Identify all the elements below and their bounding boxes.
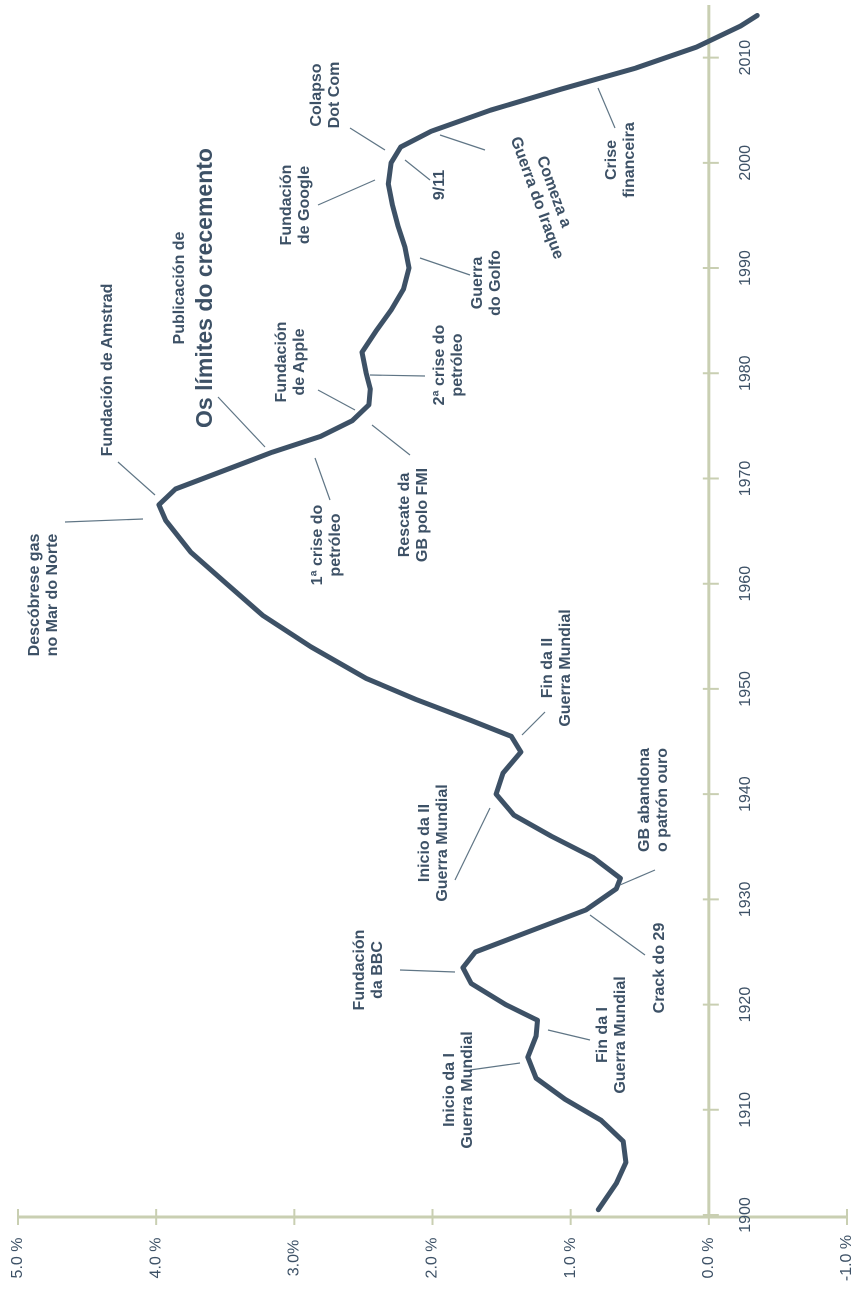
annotation-text: Publicación de [171, 231, 188, 344]
annotation-text: da BBC [369, 941, 386, 999]
annotation-text: do Golfo [487, 250, 504, 316]
leader-line [404, 159, 431, 181]
leader-line [371, 424, 411, 456]
year-tick-label: 1930 [737, 881, 754, 917]
annotation-text: Guerra Mundial [459, 1031, 476, 1148]
annotation-text: Fundación [273, 322, 290, 403]
annotation: Descóbrese gas no Mar do Norte [26, 534, 61, 657]
annotation-text: petróleo [449, 333, 466, 396]
annotation: Fin da I Guerra Mundial [594, 976, 629, 1093]
annotation-text: Fundación [351, 930, 368, 1011]
annotation: Fin da II Guerra Mundial [539, 609, 574, 726]
leader-line [217, 396, 266, 448]
annotation-text: de Apple [291, 328, 308, 395]
annotation: Fundación de Amstrad [99, 284, 116, 457]
annotation: Rescate da GB polo FMI [396, 468, 431, 562]
annotation-text: Colapso [308, 63, 325, 126]
annotation-text: Os límites do crecemento [191, 148, 217, 428]
annotation: Fundación de Apple [273, 322, 308, 403]
annotation: Publicación de Os límites do crecemento [171, 148, 217, 428]
annotation-text: 2ª crise do [431, 324, 448, 405]
annotation-text: 1ª crise do [309, 504, 326, 585]
annotation: Inicio da II Guerra Mundial [416, 784, 451, 901]
value-tick-label: 0.0 % [700, 1238, 717, 1279]
year-tick-label: 2010 [737, 40, 754, 76]
leader-line [454, 807, 491, 881]
year-tick-label: 1970 [737, 461, 754, 497]
annotation-text: Rescate da [396, 473, 413, 558]
leader-line [619, 869, 656, 886]
annotation: Crise financeira [603, 122, 638, 198]
annotation-text: Inicio da II [416, 804, 433, 882]
annotation-text: financeira [621, 122, 638, 198]
annotation-text: Dot Com [326, 62, 343, 129]
annotation: Fundación de Google [278, 165, 313, 246]
leader-line [64, 518, 144, 523]
annotation: GB abandona o patrón ouro [636, 748, 671, 852]
year-tick-label: 1900 [737, 1197, 754, 1233]
annotation-text: no Mar do Norte [44, 534, 61, 657]
annotation: Fundación da BBC [351, 930, 386, 1011]
annotation: 9/11 [431, 170, 448, 200]
annotation-text: o patrón ouro [654, 748, 671, 852]
annotation-text: Descóbrese gas [26, 534, 43, 657]
year-tick-label: 1940 [737, 776, 754, 812]
annotation: Guerra do Golfo [469, 250, 504, 316]
annotation-text: Inicio da I [441, 1053, 458, 1127]
leader-line [349, 127, 386, 151]
leader-line [314, 457, 331, 501]
year-tick-label: 1950 [737, 671, 754, 707]
year-tick-label: 1990 [737, 250, 754, 286]
annotation: Inicio da I Guerra Mundial [441, 1031, 476, 1148]
year-tick-label: 1910 [737, 1092, 754, 1128]
year-tick-label: 1920 [737, 987, 754, 1023]
leader-line [117, 461, 156, 496]
leader-line [317, 389, 356, 411]
value-tick-label: 2.0 % [424, 1238, 441, 1279]
annotation-text: Fundación de Amstrad [99, 284, 116, 457]
annotation-text: Guerra Mundial [434, 784, 451, 901]
value-tick-label: 3.0% [286, 1240, 303, 1276]
leader-line [547, 1029, 591, 1041]
leader-line [439, 134, 486, 151]
leader-line [419, 257, 471, 276]
value-tick-label: 4.0 % [147, 1238, 164, 1279]
annotation-text: Guerra Mundial [612, 976, 629, 1093]
annotation-text: Guerra [469, 257, 486, 310]
annotation: Crack do 29 [651, 923, 668, 1014]
value-tick-label: 1.0 % [562, 1238, 579, 1279]
year-tick-label: 1960 [737, 566, 754, 602]
annotation-text: Crack do 29 [651, 923, 668, 1014]
annotation: 1ª crise do petróleo [309, 504, 344, 585]
annotation-text: Fundación [278, 165, 295, 246]
value-tick-label: 5.0 % [9, 1238, 26, 1279]
year-tick-label: 2000 [737, 145, 754, 181]
annotation-text: Fin da I [594, 1007, 611, 1063]
leader-line [399, 969, 456, 973]
leader-line [317, 179, 376, 206]
annotation-text: 9/11 [431, 170, 448, 200]
annotation-text: GB abandona [636, 748, 653, 852]
year-tick-label: 1980 [737, 355, 754, 391]
annotation-text: Guerra Mundial [557, 609, 574, 726]
annotation-text: Crise [603, 140, 620, 180]
annotation: 2ª crise do petróleo [431, 324, 466, 405]
value-tick-label: -1.0 % [838, 1235, 855, 1281]
leader-line [469, 1062, 521, 1071]
annotation-text: de Google [296, 166, 313, 244]
leader-line [597, 87, 616, 129]
leader-line [521, 711, 546, 736]
annotation-text: Fin da II [539, 638, 556, 698]
data-line [156, 13, 760, 1213]
annotation-text: GB polo FMI [414, 468, 431, 562]
annotation: Colapso Dot Com [308, 62, 343, 129]
annotation-text: petróleo [327, 513, 344, 576]
leader-line [589, 914, 646, 956]
leader-line [369, 374, 426, 377]
